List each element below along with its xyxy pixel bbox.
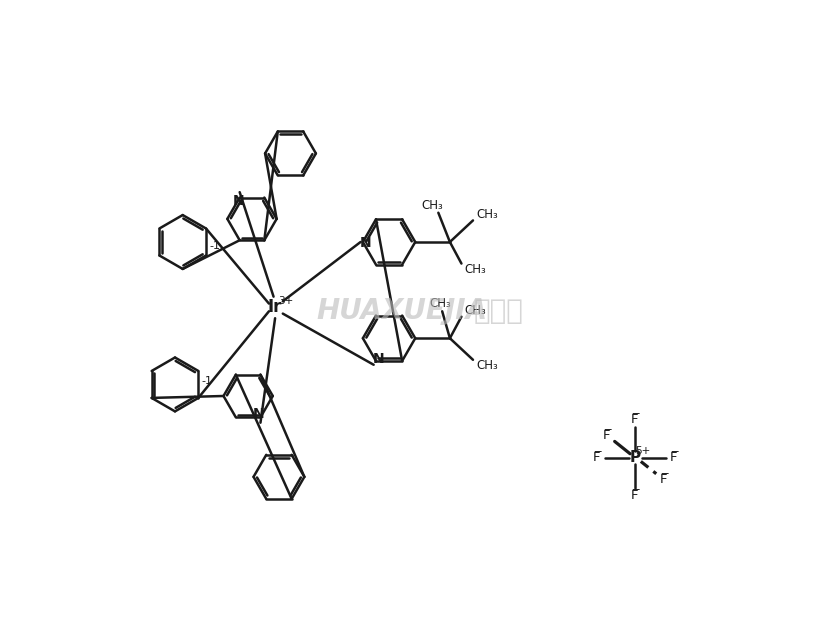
Text: -1: -1 bbox=[209, 241, 220, 251]
Text: F̅: F̅ bbox=[659, 473, 667, 487]
Text: CH₃: CH₃ bbox=[464, 263, 485, 276]
Text: CH₃: CH₃ bbox=[429, 297, 451, 310]
Text: 化学加: 化学加 bbox=[473, 297, 522, 326]
Text: F̅: F̅ bbox=[603, 429, 610, 442]
Text: HUAXUEJIA: HUAXUEJIA bbox=[316, 297, 487, 326]
Text: F̅: F̅ bbox=[631, 413, 638, 426]
Text: N: N bbox=[359, 236, 371, 250]
Text: 3+: 3+ bbox=[278, 296, 293, 306]
Text: CH₃: CH₃ bbox=[421, 199, 442, 211]
Text: P: P bbox=[629, 450, 640, 465]
Text: F̅: F̅ bbox=[593, 451, 600, 464]
Text: CH₃: CH₃ bbox=[464, 304, 485, 317]
Text: -1: -1 bbox=[201, 376, 213, 385]
Text: N: N bbox=[232, 194, 243, 208]
Text: F̅: F̅ bbox=[669, 451, 676, 464]
Text: F̅: F̅ bbox=[631, 489, 638, 502]
Text: CH₃: CH₃ bbox=[475, 208, 497, 221]
Text: N: N bbox=[253, 407, 264, 421]
Text: Ir: Ir bbox=[267, 299, 282, 317]
Text: N: N bbox=[372, 352, 383, 366]
Text: CH₃: CH₃ bbox=[475, 359, 497, 373]
Text: 5+: 5+ bbox=[634, 447, 649, 457]
